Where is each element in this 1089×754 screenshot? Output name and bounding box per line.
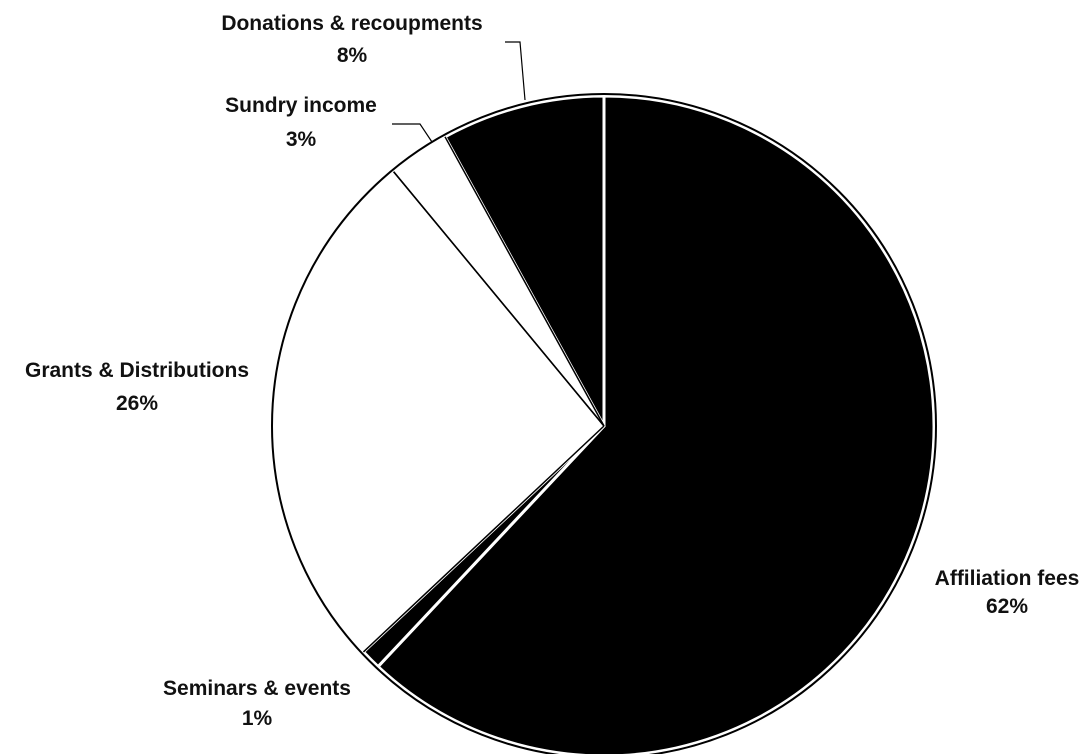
slice-separator [444,136,605,427]
slice-percent-label: 8% [337,44,368,67]
slice-separator [393,171,605,427]
slice-label: Sundry income [225,94,377,117]
pie-slices [271,93,937,754]
slice-separator [362,425,605,653]
leader-lines [392,41,526,143]
slice-percent-label: 26% [116,392,158,415]
slice-labels: Affiliation fees 62% Seminars & events 1% Gr… [25,12,1079,730]
slice-percent-label: 62% [986,595,1028,618]
pie-slice [443,94,606,428]
slice-label: Seminars & events [163,677,351,700]
pie-slice [272,170,606,654]
slice-label: Affiliation fees [935,567,1080,590]
leader-line [505,41,526,101]
slice-percent-label: 1% [242,707,273,730]
pie-outline [271,93,937,754]
slice-label: Donations & recoupments [221,12,482,35]
slice-percent-label: 3% [286,128,317,151]
slice-label: Grants & Distributions [25,359,249,382]
leader-line [392,123,433,143]
pie-slice [376,94,936,754]
